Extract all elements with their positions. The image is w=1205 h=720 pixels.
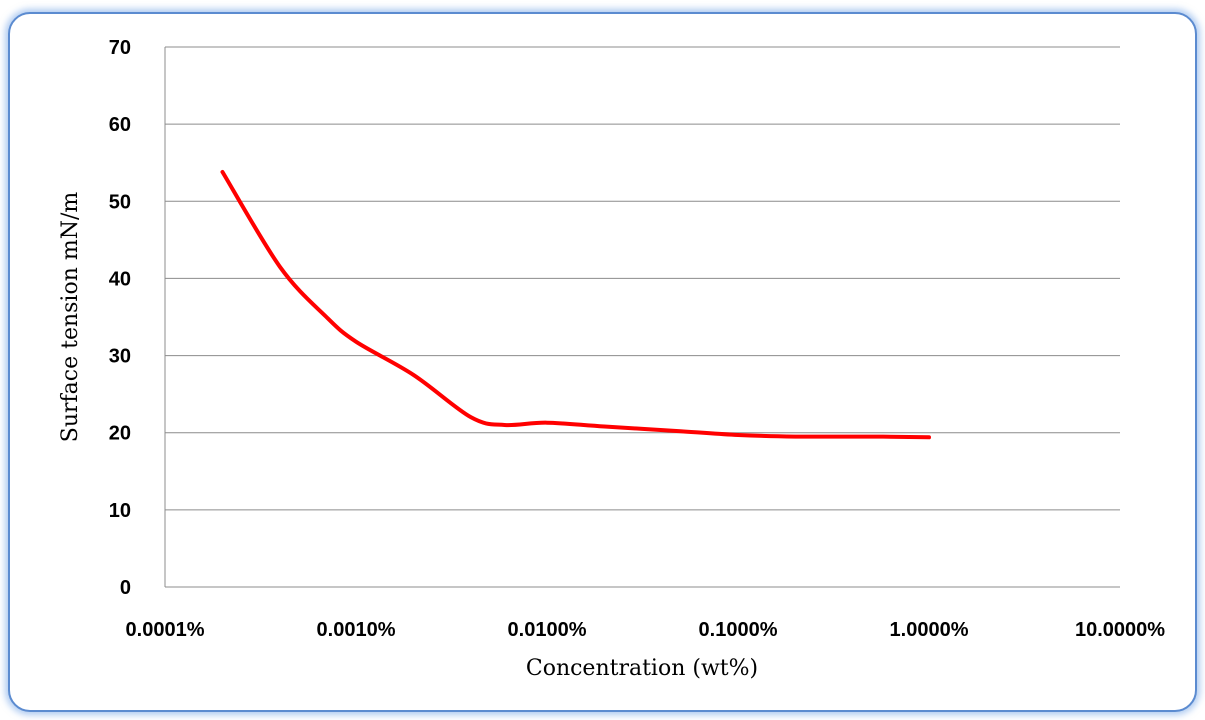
x-axis-title: Concentration (wt%): [526, 656, 758, 681]
y-tick-label-40: 40: [109, 268, 131, 290]
x-tick-label-4: 1.0000%: [890, 619, 969, 641]
x-tick-label-3: 0.1000%: [699, 619, 778, 641]
y-tick-labels: 0 10 20 30 40 50 60 70: [109, 37, 131, 599]
y-tick-label-70: 70: [109, 37, 131, 59]
chart-frame: [8, 12, 1197, 712]
series-line-0: [220, 170, 931, 440]
y-tick-label-30: 30: [109, 346, 131, 368]
y-tick-label-60: 60: [109, 114, 131, 136]
y-tick-label-10: 10: [109, 500, 131, 522]
series-layer: [220, 170, 931, 440]
x-tick-label-1: 0.0010%: [317, 619, 396, 641]
x-tick-labels: 0.0001% 0.0010% 0.0100% 0.1000% 1.0000% 10.00…: [126, 619, 1166, 641]
y-tick-label-20: 20: [109, 423, 131, 445]
x-tick-label-2: 0.0100%: [508, 619, 587, 641]
y-axis-title: Surface tension mN/m: [58, 192, 83, 443]
y-tick-label-0: 0: [120, 577, 131, 599]
x-tick-label-5: 10.0000%: [1075, 619, 1165, 641]
x-tick-label-0: 0.0001%: [126, 619, 205, 641]
y-tick-label-50: 50: [109, 191, 131, 213]
gridlines: [165, 46, 1120, 588]
